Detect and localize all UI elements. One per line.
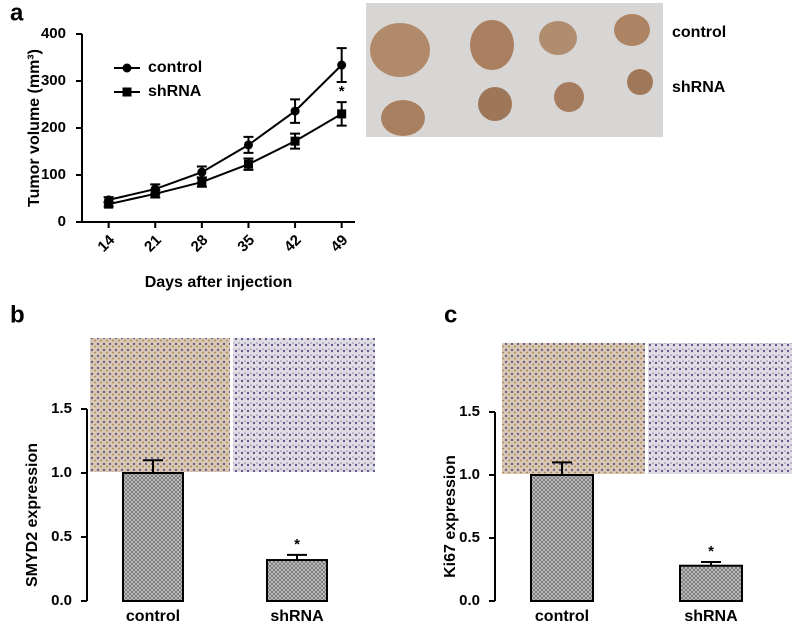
panel-label: a: [10, 0, 24, 26]
x-tick-label: control: [126, 608, 180, 625]
micrograph: [90, 338, 230, 472]
legend-marker: [122, 63, 132, 73]
micrograph: [648, 343, 792, 474]
bar: [530, 474, 594, 602]
error-bar: [552, 461, 572, 475]
legend-label: shRNA: [148, 83, 202, 100]
y-tick-label: 100: [41, 166, 66, 183]
marker: [290, 106, 300, 116]
y-axis-label: SMYD2 expression: [24, 443, 41, 587]
annotation: *: [708, 543, 714, 560]
micrograph: [233, 338, 375, 472]
tumor-photo: [366, 3, 663, 137]
y-tick-label: 1.5: [51, 400, 72, 417]
x-tick-label: 21: [141, 232, 165, 256]
y-tick-label: 0: [58, 213, 66, 230]
marker: [243, 140, 253, 150]
y-tick-label: 400: [41, 25, 66, 42]
image-label: shRNA: [672, 79, 726, 96]
marker: [337, 60, 347, 70]
legend-marker: [122, 87, 132, 97]
y-axis-label: Ki67 expression: [442, 455, 459, 578]
series-line: [108, 64, 343, 201]
x-axis-label: Days after injection: [145, 274, 293, 291]
x-tick-label: control: [535, 608, 589, 625]
panel-label: c: [444, 301, 457, 328]
x-tick-label: 35: [234, 232, 258, 256]
x-tick-label: shRNA: [684, 608, 738, 625]
y-tick-label: 0.0: [459, 592, 480, 609]
x-tick-label: 42: [281, 232, 305, 256]
bar: [679, 564, 743, 602]
y-tick-label: 1.0: [51, 464, 72, 481]
panel-label: b: [10, 301, 25, 328]
y-tick-label: 200: [41, 119, 66, 136]
x-tick-label: 49: [327, 232, 351, 256]
legend-label: control: [148, 59, 202, 76]
y-tick-label: 300: [41, 72, 66, 89]
y-tick-label: 1.0: [459, 466, 480, 483]
image-label: control: [672, 24, 726, 41]
error-bar: [143, 459, 163, 473]
series-line: [108, 113, 343, 206]
marker: [197, 177, 207, 187]
marker: [150, 189, 160, 199]
marker: [290, 136, 300, 146]
y-tick-label: 0.5: [459, 529, 480, 546]
marker: [337, 109, 347, 119]
marker: [197, 167, 207, 177]
bar: [122, 472, 184, 602]
bar: [266, 559, 328, 602]
annotation: *: [294, 536, 300, 553]
y-tick-label: 0.5: [51, 528, 72, 545]
x-tick-label: 28: [188, 232, 212, 256]
annotation: *: [339, 83, 345, 100]
marker: [104, 199, 114, 209]
x-tick-label: 14: [94, 231, 118, 255]
micrograph: [502, 343, 645, 474]
x-tick-label: shRNA: [270, 608, 324, 625]
y-axis-label: Tumor volume (mm³): [26, 49, 43, 207]
y-tick-label: 0.0: [51, 592, 72, 609]
y-tick-label: 1.5: [459, 403, 480, 420]
marker: [243, 159, 253, 169]
